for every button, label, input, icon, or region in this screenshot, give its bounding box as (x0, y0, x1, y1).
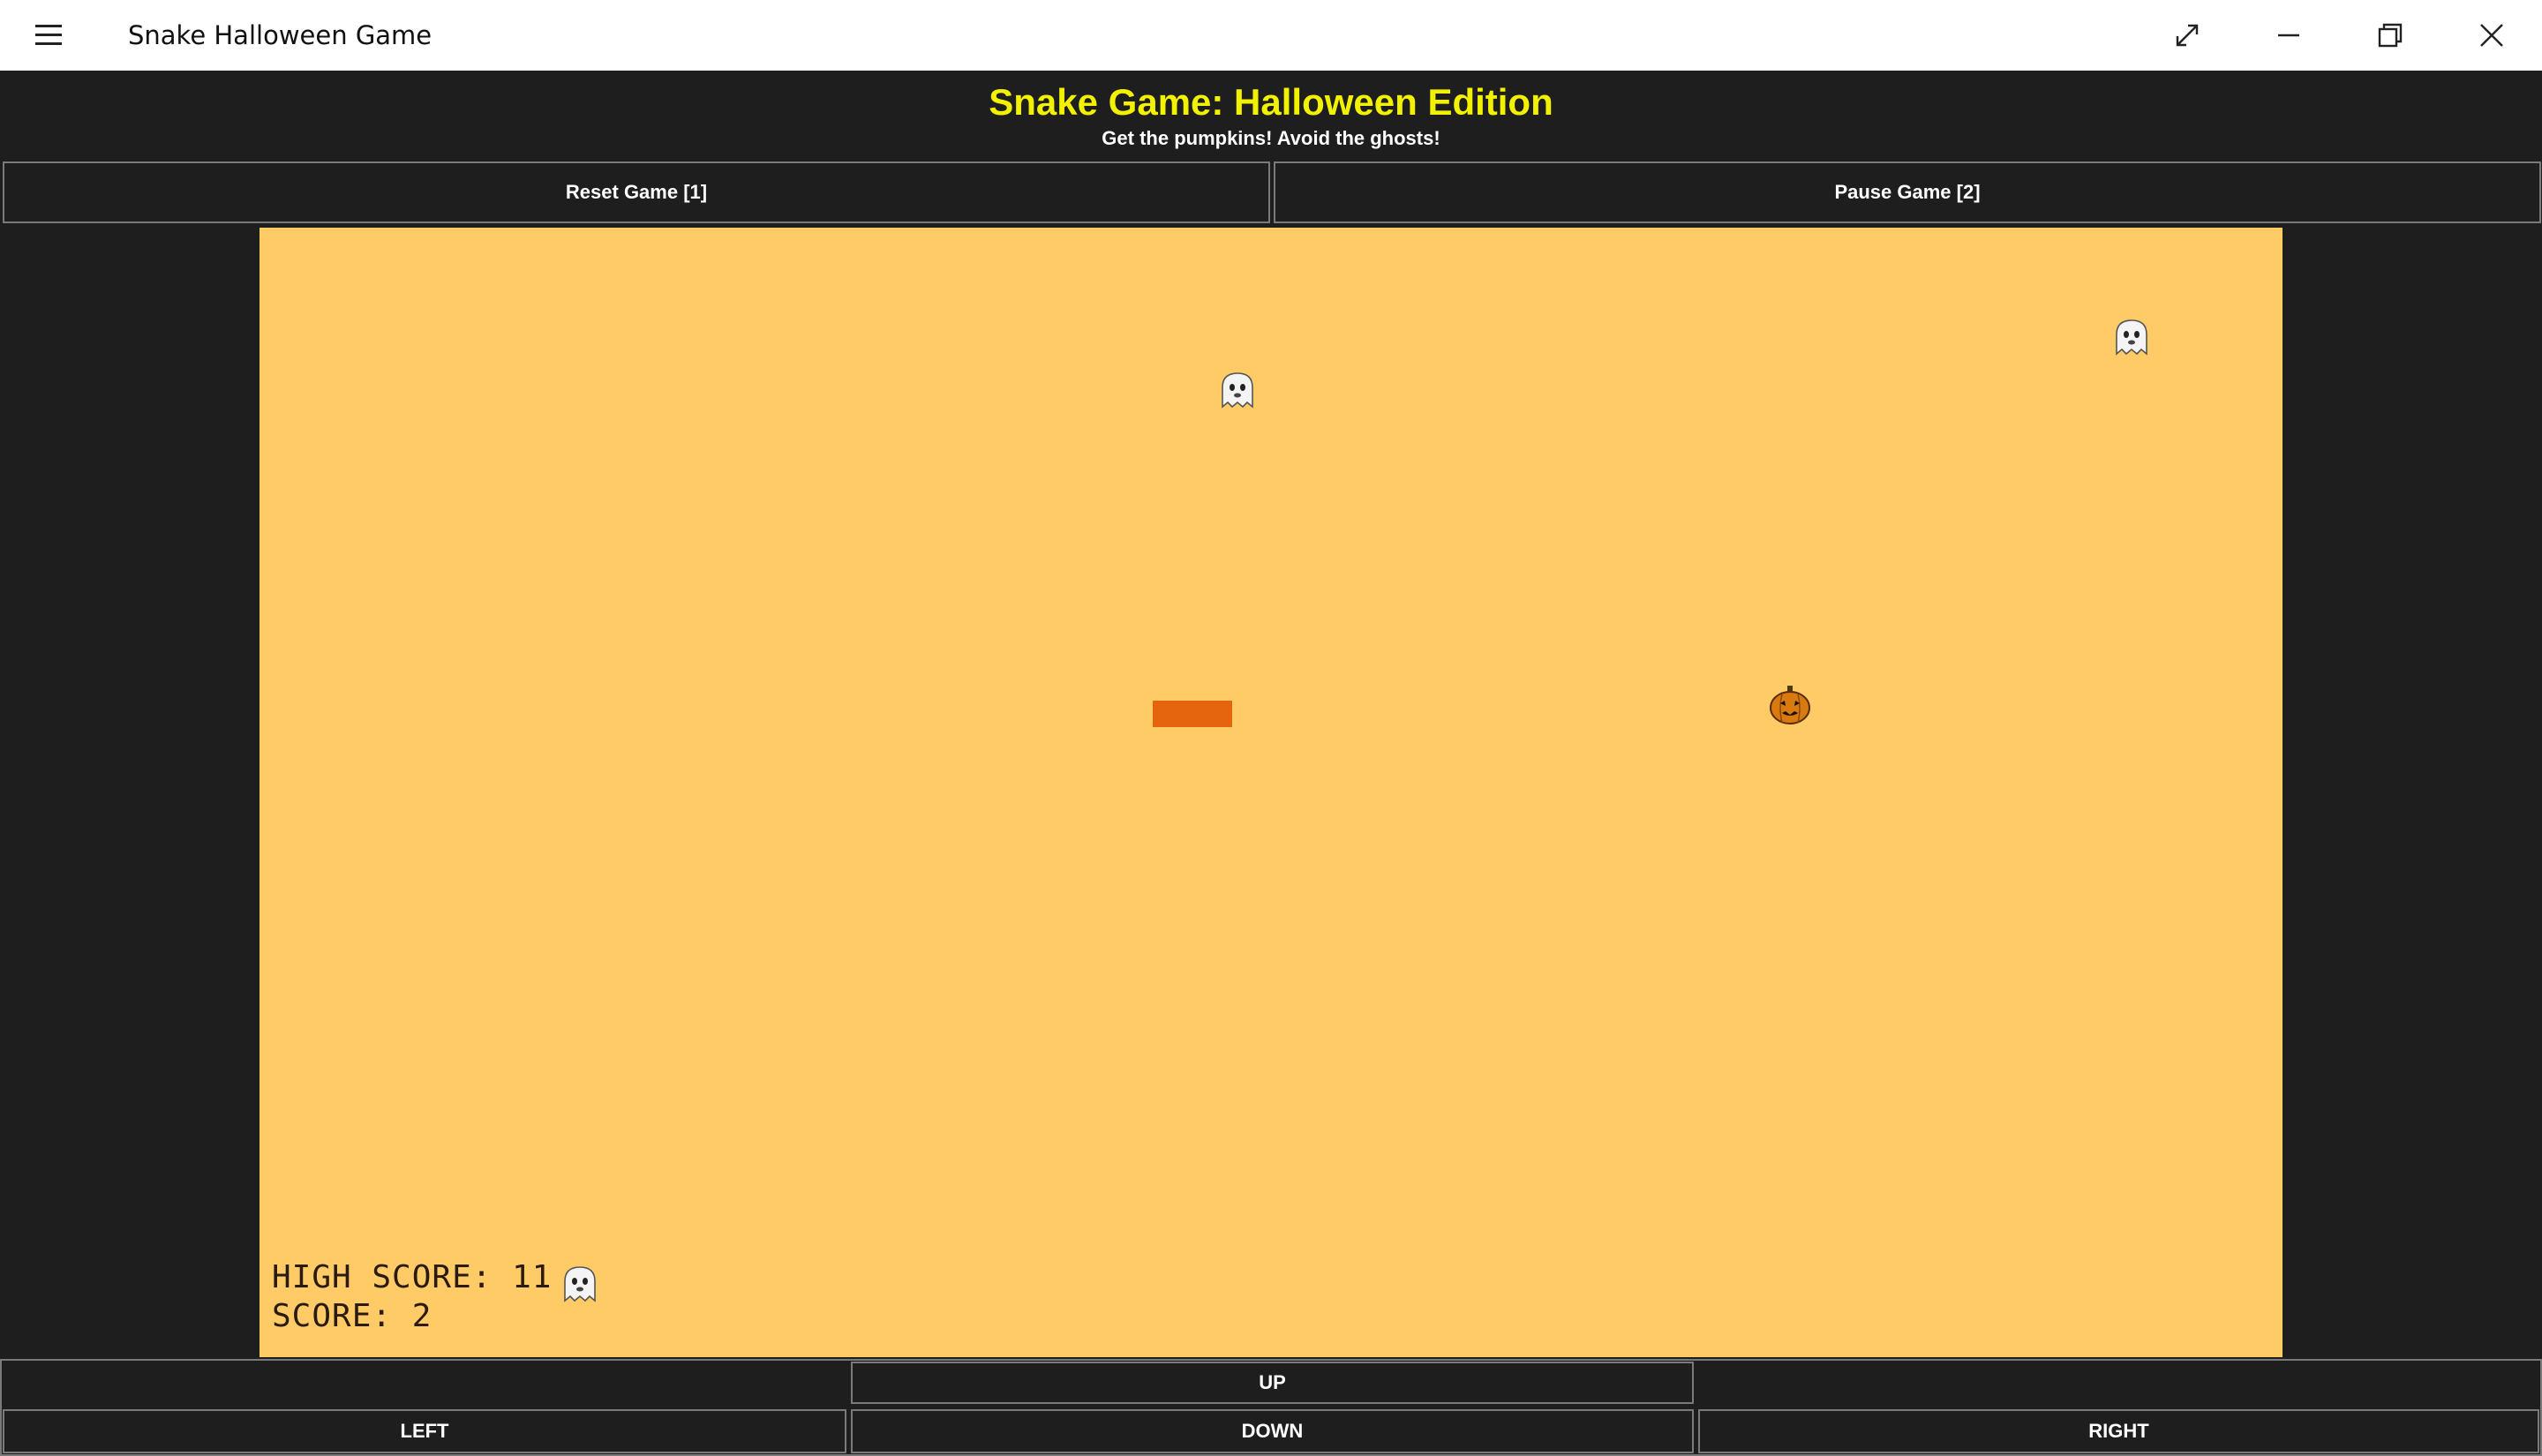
game-title: Snake Game: Halloween Edition (989, 81, 1553, 123)
down-label: DOWN (1241, 1420, 1304, 1442)
game-subtitle: Get the pumpkins! Avoid the ghosts! (1102, 127, 1440, 149)
left-button[interactable]: LEFT (3, 1409, 846, 1453)
ghost-icon (1222, 372, 1253, 409)
game-board (259, 228, 2283, 1357)
game-header: Snake Game: Halloween Edition Get the pu… (0, 71, 2542, 159)
title-bar: Snake Halloween Game (0, 0, 2542, 71)
restore-icon[interactable] (2339, 0, 2440, 71)
down-button[interactable]: DOWN (851, 1409, 1694, 1453)
right-button[interactable]: RIGHT (1698, 1409, 2539, 1453)
ghost-icon (2116, 319, 2147, 356)
hamburger-menu-icon[interactable] (34, 21, 65, 49)
snake (1153, 701, 1232, 727)
left-label: LEFT (400, 1420, 449, 1442)
up-label: UP (1259, 1371, 1286, 1393)
score-panel: HIGH SCORE: 11 SCORE: 2 (272, 1258, 552, 1336)
app-title: Snake Halloween Game (128, 20, 432, 50)
pumpkin-icon (1770, 686, 1810, 724)
reset-game-label: Reset Game [1] (565, 181, 708, 203)
up-button[interactable]: UP (851, 1362, 1694, 1404)
high-score: HIGH SCORE: 11 (272, 1259, 553, 1295)
current-score: SCORE: 2 (272, 1298, 432, 1334)
expand-icon[interactable] (2136, 0, 2237, 71)
pause-game-label: Pause Game [2] (1834, 181, 1981, 203)
right-label: RIGHT (2088, 1420, 2149, 1442)
close-icon[interactable] (2440, 0, 2542, 71)
reset-game-button[interactable]: Reset Game [1] (3, 161, 1270, 223)
ghost-icon (564, 1266, 596, 1302)
minimize-icon[interactable] (2237, 0, 2339, 71)
pause-game-button[interactable]: Pause Game [2] (1274, 161, 2541, 223)
